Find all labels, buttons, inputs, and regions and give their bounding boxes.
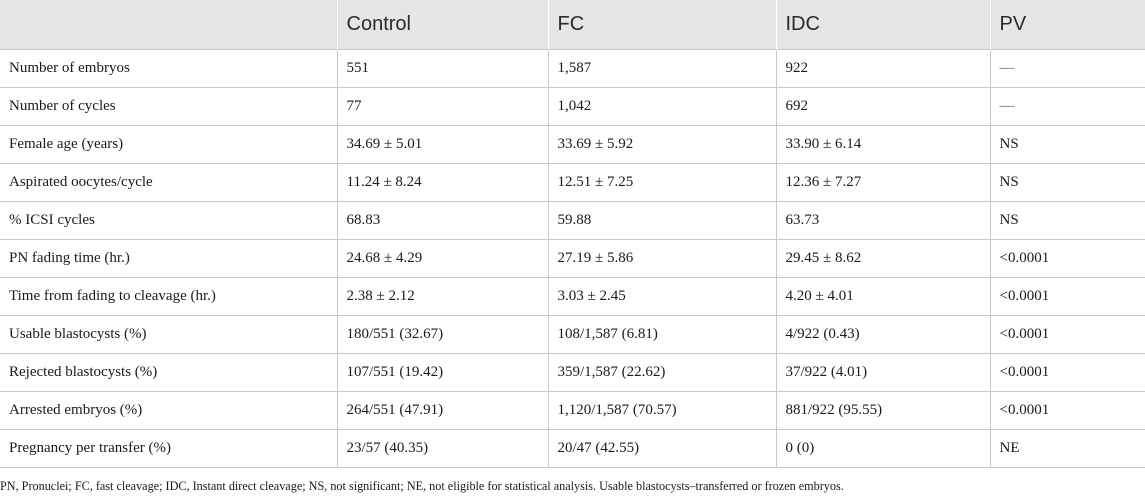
cell-idc: 881/922 (95.55) [775,390,990,430]
cell-control: 34.69 ± 5.01 [336,124,548,164]
cell-pv: <0.0001 [989,314,1145,354]
row-label: Rejected blastocysts (%) [0,352,337,392]
cell-idc: 33.90 ± 6.14 [775,124,990,164]
cell-pv: <0.0001 [989,352,1145,392]
cell-idc: 692 [775,86,990,126]
table-row: % ICSI cycles 68.83 59.88 63.73 NS [0,200,1145,240]
cell-pv: — [989,86,1145,126]
cell-idc: 63.73 [775,200,990,240]
table-row: Aspirated oocytes/cycle 11.24 ± 8.24 12.… [0,162,1145,202]
row-label: Female age (years) [0,124,337,164]
cell-idc: 4/922 (0.43) [775,314,990,354]
cell-fc: 12.51 ± 7.25 [547,162,776,202]
header-cell-empty [0,0,337,49]
table-row: PN fading time (hr.) 24.68 ± 4.29 27.19 … [0,238,1145,278]
row-label: Arrested embryos (%) [0,390,337,430]
header-cell-idc: IDC [775,0,990,49]
row-label: Aspirated oocytes/cycle [0,162,337,202]
cell-fc: 108/1,587 (6.81) [547,314,776,354]
row-label: PN fading time (hr.) [0,238,337,278]
row-label: % ICSI cycles [0,200,337,240]
cell-pv: <0.0001 [989,238,1145,278]
table-footnote: PN, Pronuclei; FC, fast cleavage; IDC, I… [0,479,844,493]
cell-control: 24.68 ± 4.29 [336,238,548,278]
header-cell-fc: FC [547,0,776,49]
cell-fc: 33.69 ± 5.92 [547,124,776,164]
cell-control: 180/551 (32.67) [336,314,548,354]
table-row: Rejected blastocysts (%) 107/551 (19.42)… [0,352,1145,392]
cell-control: 68.83 [336,200,548,240]
table-header-row: Control FC IDC PV [0,0,1145,49]
cell-idc: 922 [775,48,990,88]
row-label: Usable blastocysts (%) [0,314,337,354]
cell-fc: 1,120/1,587 (70.57) [547,390,776,430]
cell-control: 11.24 ± 8.24 [336,162,548,202]
cell-fc: 3.03 ± 2.45 [547,276,776,316]
cell-fc: 1,042 [547,86,776,126]
header-cell-pv: PV [989,0,1145,49]
table-row: Female age (years) 34.69 ± 5.01 33.69 ± … [0,124,1145,164]
cell-fc: 1,587 [547,48,776,88]
cell-control: 2.38 ± 2.12 [336,276,548,316]
cell-idc: 0 (0) [775,428,990,468]
table-row: Arrested embryos (%) 264/551 (47.91) 1,1… [0,390,1145,430]
table-row: Number of embryos 551 1,587 922 — [0,48,1145,88]
cell-fc: 59.88 [547,200,776,240]
cell-control: 551 [336,48,548,88]
cell-pv: NS [989,124,1145,164]
row-label: Number of embryos [0,48,337,88]
table-row: Time from fading to cleavage (hr.) 2.38 … [0,276,1145,316]
results-table: Control FC IDC PV Number of embryos 551 … [0,0,1145,468]
cell-fc: 20/47 (42.55) [547,428,776,468]
cell-pv: NS [989,162,1145,202]
row-label: Time from fading to cleavage (hr.) [0,276,337,316]
table-body: Number of embryos 551 1,587 922 — Number… [0,48,1145,468]
cell-pv: NS [989,200,1145,240]
cell-idc: 4.20 ± 4.01 [775,276,990,316]
row-label: Number of cycles [0,86,337,126]
cell-pv: <0.0001 [989,276,1145,316]
table-row: Usable blastocysts (%) 180/551 (32.67) 1… [0,314,1145,354]
table-row: Pregnancy per transfer (%) 23/57 (40.35)… [0,428,1145,468]
cell-fc: 359/1,587 (22.62) [547,352,776,392]
cell-control: 107/551 (19.42) [336,352,548,392]
cell-control: 264/551 (47.91) [336,390,548,430]
row-label: Pregnancy per transfer (%) [0,428,337,468]
cell-idc: 29.45 ± 8.62 [775,238,990,278]
header-cell-control: Control [336,0,548,49]
cell-pv: — [989,48,1145,88]
cell-pv: <0.0001 [989,390,1145,430]
cell-idc: 37/922 (4.01) [775,352,990,392]
cell-idc: 12.36 ± 7.27 [775,162,990,202]
cell-control: 77 [336,86,548,126]
table-row: Number of cycles 77 1,042 692 — [0,86,1145,126]
cell-pv: NE [989,428,1145,468]
cell-control: 23/57 (40.35) [336,428,548,468]
cell-fc: 27.19 ± 5.86 [547,238,776,278]
